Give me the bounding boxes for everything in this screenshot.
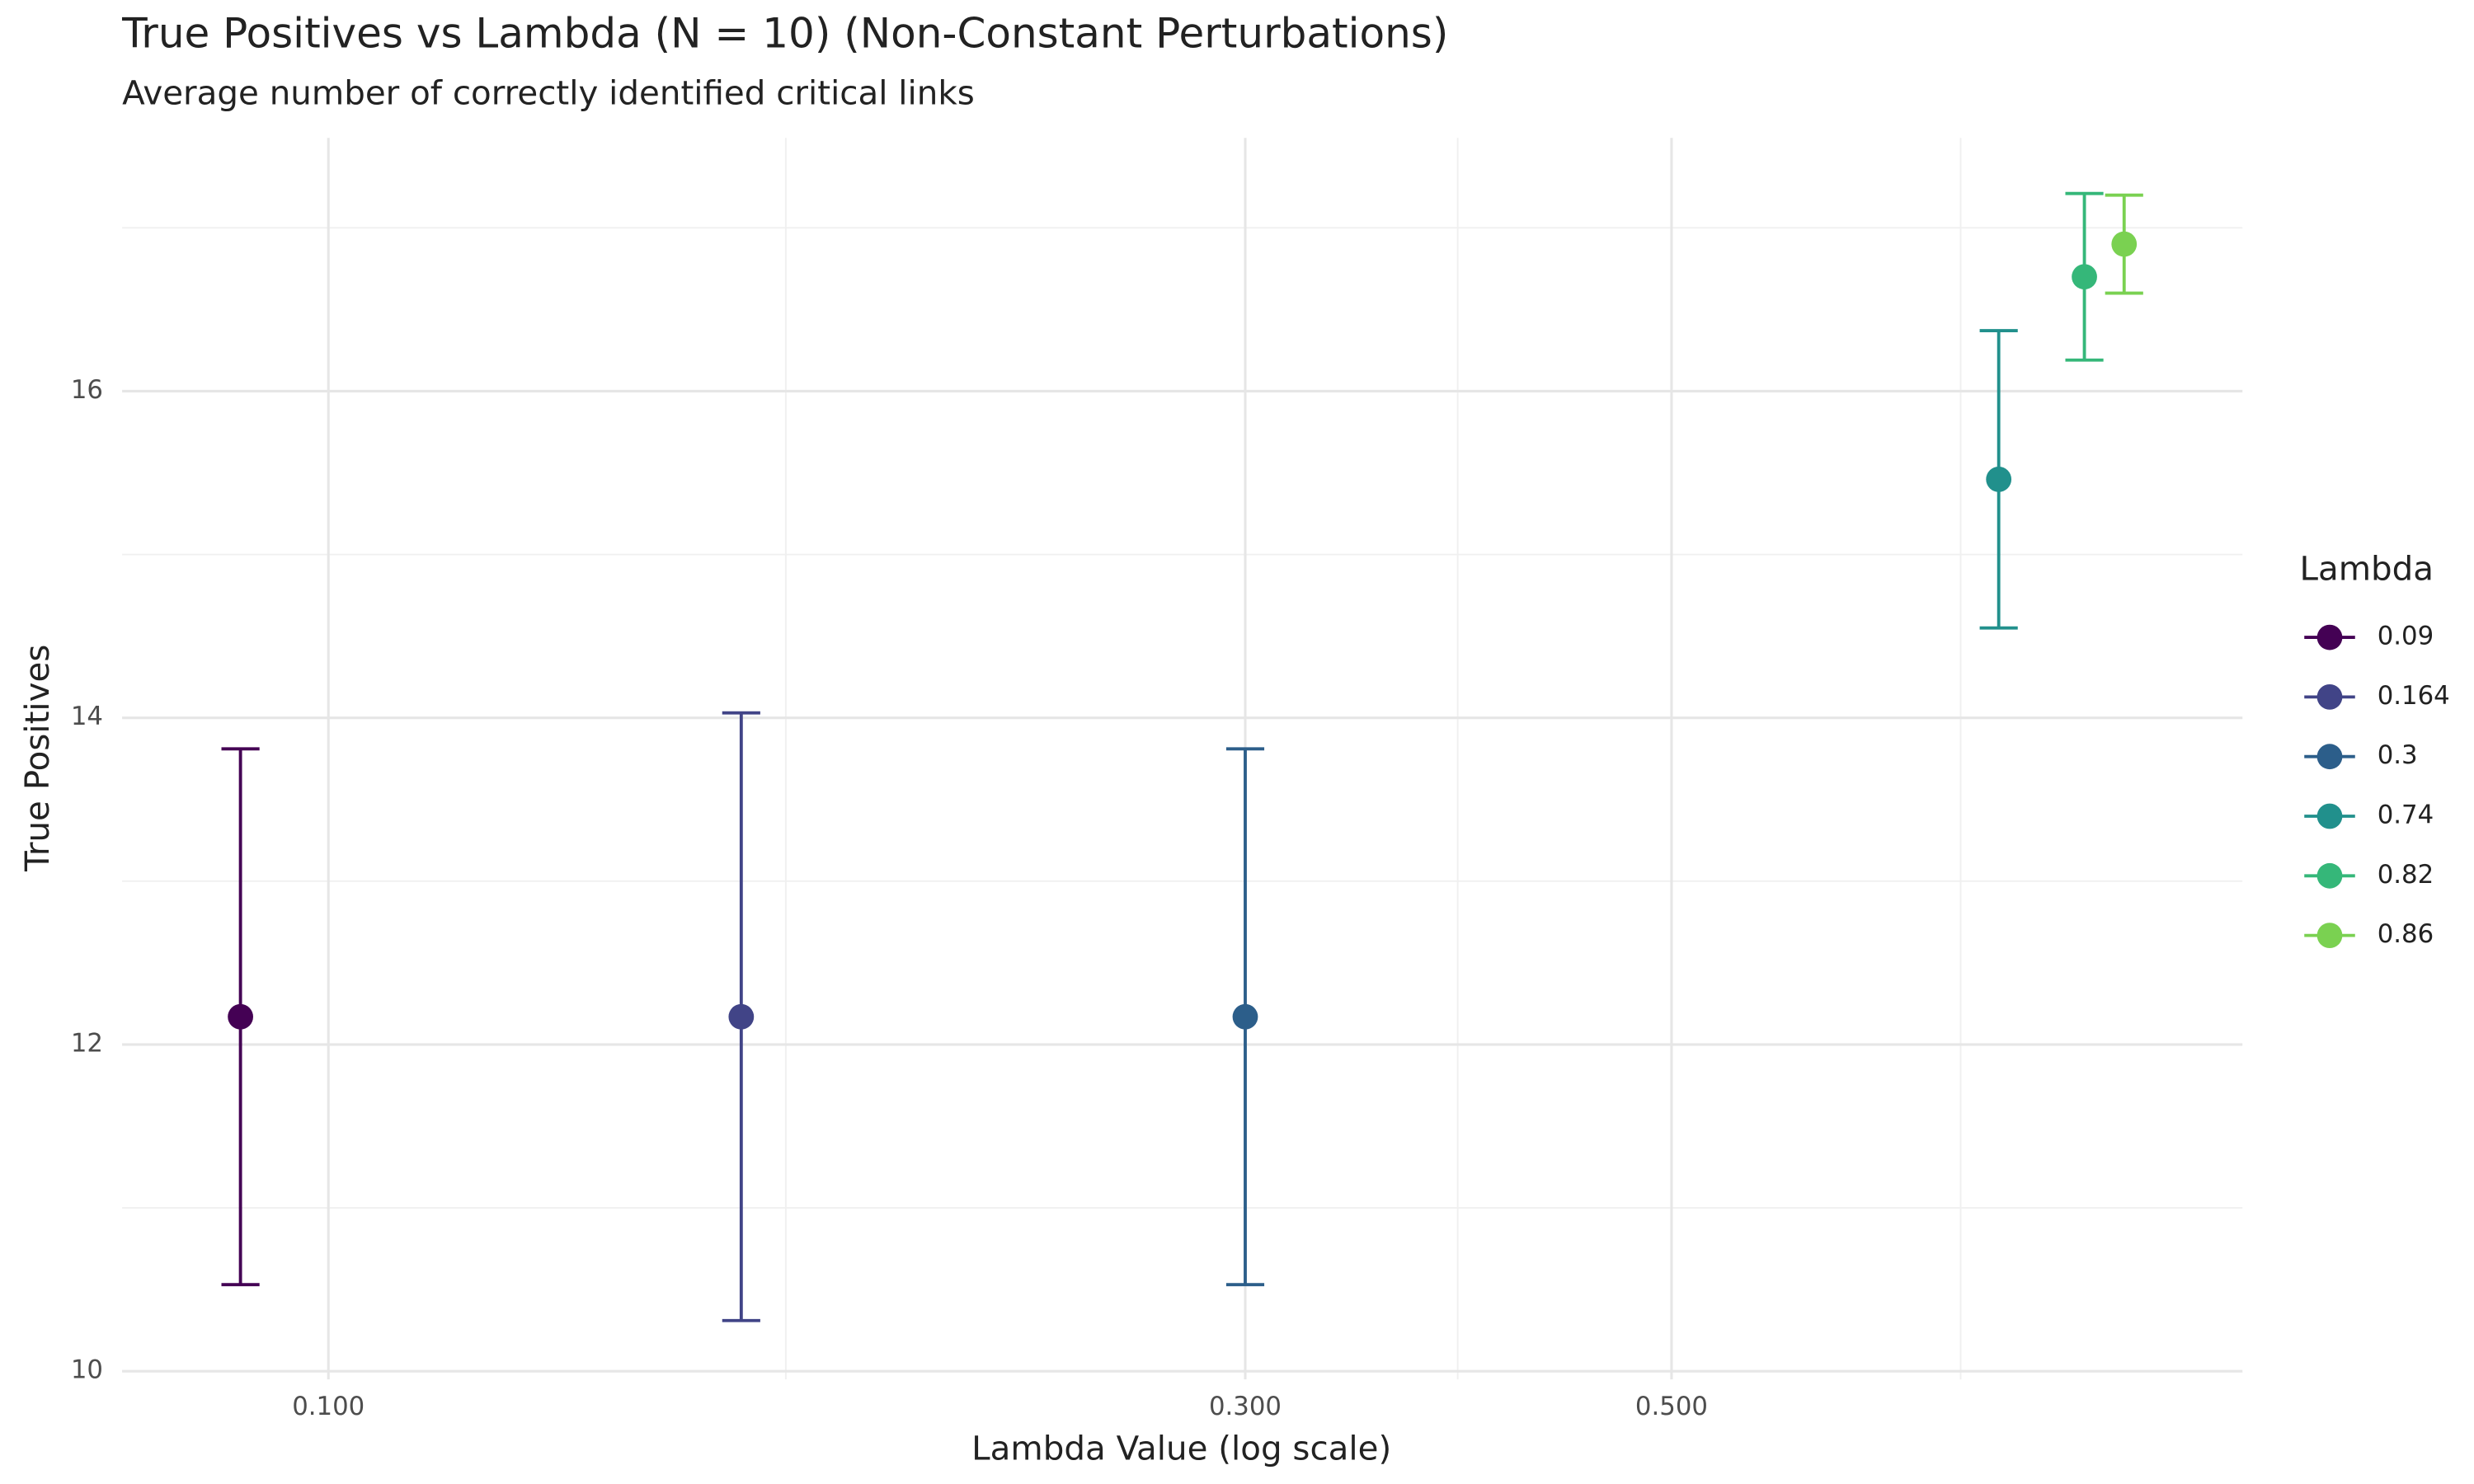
chart-subtitle: Average number of correctly identified c… [122,73,975,112]
x-tick-label: 0.500 [1635,1392,1708,1421]
legend-key-point [2316,923,2343,948]
y-axis-label: True Positives [18,645,57,872]
legend-title: Lambda [2299,549,2434,588]
legend-key-point [2316,803,2343,829]
legend-label: 0.09 [2378,622,2434,651]
legend-key-point [2316,684,2343,710]
x-tick-label: 0.300 [1209,1392,1282,1421]
point [1986,467,2012,492]
y-tick-label: 10 [71,1355,103,1385]
x-tick-label: 0.100 [292,1392,365,1421]
chart-title: True Positives vs Lambda (N = 10) (Non-C… [121,10,1448,58]
legend-key-point [2316,624,2343,650]
point [228,1003,253,1030]
legend-label: 0.82 [2378,860,2434,890]
legend-key-point [2316,862,2343,889]
y-tick-label: 12 [71,1028,103,1058]
legend-label: 0.74 [2378,801,2434,830]
y-tick-label: 14 [71,702,103,731]
point [728,1003,755,1030]
point [2072,264,2097,290]
legend-label: 0.3 [2378,740,2418,770]
point [2111,231,2138,257]
x-axis-label: Lambda Value (log scale) [971,1430,1391,1468]
legend-key-point [2316,744,2343,770]
legend-label: 0.164 [2378,681,2450,711]
y-tick-label: 16 [71,375,103,405]
point [1232,1003,1258,1030]
legend-label: 0.86 [2378,919,2434,949]
